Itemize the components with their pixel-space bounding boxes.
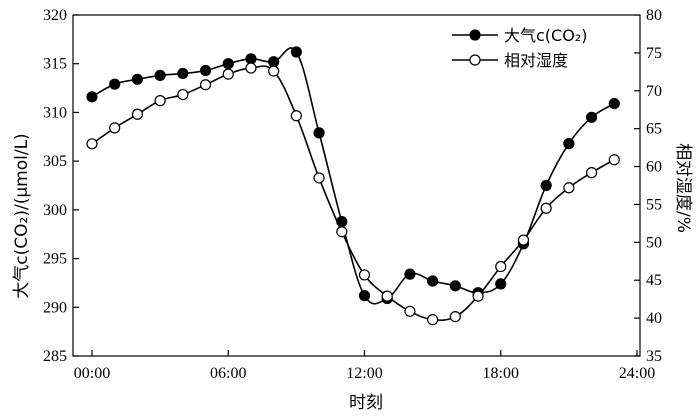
legend-label-humidity: 相对湿度 xyxy=(504,51,568,70)
left-tick-label: 285 xyxy=(43,348,67,365)
right-tick-label: 60 xyxy=(646,159,662,176)
humidity-point xyxy=(608,154,620,166)
right-axis-title: 相对湿度/% xyxy=(673,143,693,233)
humidity-point xyxy=(290,110,302,122)
right-tick-label: 50 xyxy=(646,234,662,251)
humidity-point xyxy=(472,290,484,302)
co2-point xyxy=(608,98,620,110)
humidity-point xyxy=(199,79,212,91)
humidity-point xyxy=(449,310,461,323)
co2-point xyxy=(563,138,575,150)
left-tick-label: 315 xyxy=(43,56,67,73)
legend-label-co2: 大气c(CO₂) xyxy=(504,26,587,45)
humidity-point xyxy=(154,95,166,107)
left-tick-label: 300 xyxy=(43,202,67,219)
co2-point xyxy=(268,56,280,68)
humidity-point xyxy=(381,290,393,302)
co2-point xyxy=(199,64,212,77)
series-layer xyxy=(86,46,620,326)
left-tick-label: 320 xyxy=(43,7,67,24)
left-tick-label: 310 xyxy=(43,104,67,121)
right-tick-label: 80 xyxy=(646,7,662,24)
humidity-point xyxy=(336,226,348,238)
x-axis: 00:00 06:00 12:00 18:00 24:00 xyxy=(74,350,655,382)
legend: 大气c(CO₂) 相对湿度 xyxy=(452,26,587,70)
left-axis: 285 290 295 300 305 310 315 320 xyxy=(43,7,79,365)
humidity-point xyxy=(585,167,598,179)
left-axis-title: 大气c(CO₂)/(μmol/L) xyxy=(12,133,32,298)
humidity-point xyxy=(358,269,371,281)
co2-point xyxy=(290,46,302,58)
co2-point xyxy=(313,127,325,139)
co2-point xyxy=(404,268,416,280)
co2-point xyxy=(449,280,461,292)
co2-point xyxy=(177,67,189,80)
legend-entry-humidity: 相对湿度 xyxy=(452,51,568,70)
co2-point xyxy=(222,58,234,70)
x-tick-label: 24:00 xyxy=(619,365,655,382)
humidity-point xyxy=(540,202,552,214)
humidity-point xyxy=(268,65,280,77)
left-tick-label: 295 xyxy=(43,251,67,268)
humidity-point xyxy=(109,122,121,134)
right-tick-label: 75 xyxy=(646,45,662,62)
humidity-point xyxy=(427,314,439,326)
co2-point xyxy=(131,73,144,85)
series-humidity xyxy=(86,62,620,326)
right-axis: 35 40 45 50 55 60 65 70 75 80 xyxy=(634,7,662,365)
co2-point xyxy=(495,278,507,290)
legend-marker-co2 xyxy=(469,29,481,41)
co2-point xyxy=(427,275,439,287)
x-tick-label: 18:00 xyxy=(483,365,519,382)
left-tick-label: 305 xyxy=(43,153,67,170)
plot-frame xyxy=(72,14,641,357)
x-tick-label: 12:00 xyxy=(346,365,382,382)
right-tick-label: 45 xyxy=(646,272,662,289)
humidity-point xyxy=(131,108,144,120)
humidity-point xyxy=(245,62,257,74)
series-co2 xyxy=(86,46,620,305)
right-tick-label: 70 xyxy=(646,83,662,100)
co2-point xyxy=(540,179,552,192)
co2-point xyxy=(585,111,598,123)
co2-point xyxy=(245,53,257,65)
humidity-point xyxy=(222,68,234,80)
right-tick-label: 40 xyxy=(646,310,662,327)
humidity-point xyxy=(563,182,575,194)
x-tick-label: 00:00 xyxy=(74,365,110,382)
humidity-point xyxy=(86,138,98,150)
co2-point xyxy=(86,91,98,103)
x-tick-label: 06:00 xyxy=(210,365,246,382)
legend-entry-co2: 大气c(CO₂) xyxy=(452,26,587,45)
legend-marker-humidity xyxy=(469,54,481,66)
co2-point xyxy=(154,69,166,82)
humidity-point xyxy=(177,88,189,101)
plot-border xyxy=(72,14,641,357)
x-axis-title: 时刻 xyxy=(349,393,383,413)
humidity-point xyxy=(404,305,416,317)
humidity-point xyxy=(495,260,507,273)
co2-point xyxy=(109,78,121,90)
right-tick-label: 55 xyxy=(646,196,662,213)
humidity-point xyxy=(517,234,530,246)
right-tick-label: 35 xyxy=(646,348,662,365)
co2-line xyxy=(91,47,615,305)
co2-point xyxy=(358,289,371,302)
right-tick-label: 65 xyxy=(646,121,662,138)
humidity-line xyxy=(91,65,615,322)
humidity-point xyxy=(313,172,325,184)
left-tick-label: 290 xyxy=(43,299,67,316)
